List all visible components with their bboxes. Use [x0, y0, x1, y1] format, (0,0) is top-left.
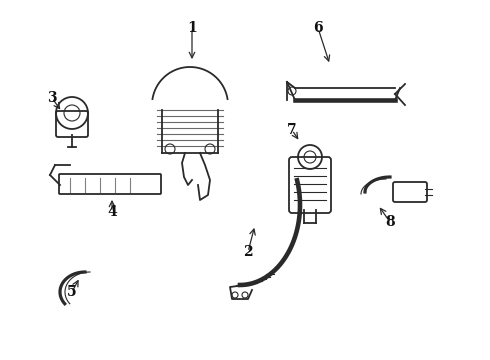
Text: 5: 5 — [67, 285, 77, 299]
Text: 7: 7 — [287, 123, 297, 137]
Text: 1: 1 — [187, 21, 197, 35]
Text: 3: 3 — [47, 91, 57, 105]
Text: 6: 6 — [313, 21, 323, 35]
Text: 2: 2 — [243, 245, 253, 259]
Text: 4: 4 — [107, 205, 117, 219]
Text: 8: 8 — [385, 215, 395, 229]
